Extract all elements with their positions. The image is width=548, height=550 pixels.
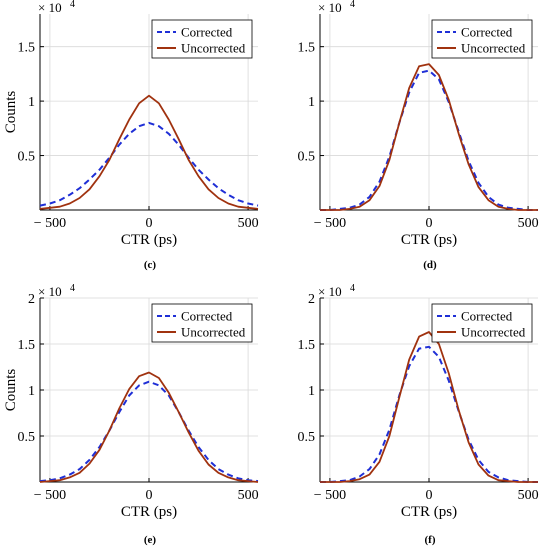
axis-exponent-power: 4 [350,283,355,294]
y-tick-label: 1.5 [298,338,316,353]
y-tick-label: 0.5 [298,150,316,165]
legend-entry-uncorrected: Uncorrected [181,41,246,56]
panel-label: (c) [144,259,157,271]
y-tick-label: 1.5 [298,41,316,56]
legend-box [151,19,253,59]
legend-box [431,303,533,343]
x-tick-label: − 500 [314,488,346,503]
x-tick-label: 500 [518,216,539,231]
x-tick-label: − 500 [314,216,346,231]
legend-entry-corrected: Corrected [461,309,513,324]
y-axis-label: Counts [3,91,19,134]
x-tick-label: 500 [518,488,539,503]
x-tick-label: 0 [426,216,433,231]
axis-exponent-label: × 10 [38,284,62,299]
panel-label: (e) [144,534,157,546]
series-line-uncorrected [320,63,538,211]
y-tick-label: 0.5 [298,430,316,445]
axis-exponent-label: × 10 [318,284,342,299]
series-line-corrected [39,121,259,207]
y-tick-label: 0.5 [18,430,36,445]
legend-entry-uncorrected: Uncorrected [461,325,526,340]
x-axis-label: CTR (ps) [121,504,177,520]
x-axis-label: CTR (ps) [401,504,457,520]
y-tick-label: 0.5 [18,150,36,165]
axis-exponent-label: × 10 [38,0,62,15]
series-line-uncorrected [39,94,259,210]
y-tick-label: 2 [308,292,315,307]
legend-entry-corrected: Corrected [181,309,233,324]
series-line-uncorrected [39,371,259,483]
y-tick-label: 1 [28,384,35,399]
x-tick-label: 500 [238,488,259,503]
axis-exponent-power: 4 [70,0,75,10]
legend-entry-corrected: Corrected [461,25,513,40]
legend-box [151,303,253,343]
series-line-corrected [320,345,538,483]
legend-entry-uncorrected: Uncorrected [461,41,526,56]
panel-label: (f) [425,534,436,546]
x-axis-label: CTR (ps) [121,232,177,248]
axis-exponent-power: 4 [70,283,75,294]
chart-panel-1: − 500 0 500 0.5 1 1.5 × 10 4 CTR (ps) CorrectedUn… [298,0,539,271]
legend-box [431,19,533,59]
y-tick-label: 1 [308,95,315,110]
axis-exponent-power: 4 [350,0,355,10]
x-tick-label: 0 [146,488,153,503]
x-tick-label: 500 [238,216,259,231]
axis-exponent-label: × 10 [318,0,342,15]
x-tick-label: 0 [146,216,153,231]
y-tick-label: 1.5 [18,338,36,353]
y-axis-label: Counts [3,369,19,412]
legend-entry-corrected: Corrected [181,25,233,40]
chart-panel-3: − 500 0 500 0.5 1 1.5 2× 10 4 CTR (ps) CorrectedU… [298,283,539,546]
x-axis-label: CTR (ps) [401,232,457,248]
legend-entry-uncorrected: Uncorrected [181,325,246,340]
series-line-corrected [39,380,259,483]
y-tick-label: 1 [308,384,315,399]
series-line-uncorrected [320,331,538,483]
chart-panel-2: − 500 0 500 0.5 1 1.5 2× 10 4 CTR (ps) Counts Corr… [3,283,259,546]
y-tick-label: 1.5 [18,41,36,56]
x-tick-label: 0 [426,488,433,503]
x-tick-label: − 500 [34,216,66,231]
x-tick-label: − 500 [34,488,66,503]
series-line-corrected [320,69,538,211]
chart-panel-0: − 500 0 500 0.5 1 1.5 × 10 4 CTR (ps) Counts Corre… [3,0,259,271]
panel-label: (d) [423,259,437,271]
y-tick-label: 2 [28,292,35,307]
y-tick-label: 1 [28,95,35,110]
